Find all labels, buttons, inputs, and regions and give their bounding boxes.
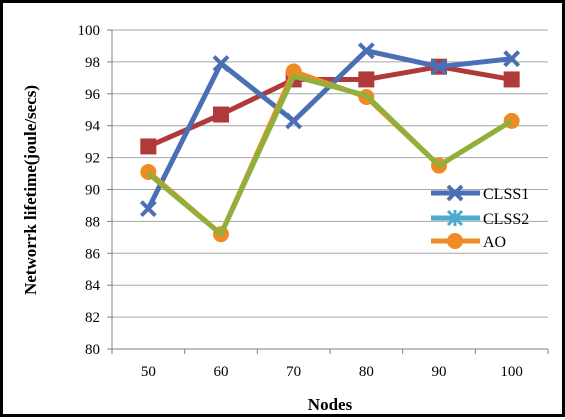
series-unlabeled-4	[146, 73, 513, 237]
data-point	[358, 71, 375, 88]
axes	[107, 29, 549, 354]
x-marker-stroke	[446, 184, 464, 202]
tick-labels: 80 82 84 86 88 90 92 94 96 98 100 50 60 70 80 90 100	[78, 23, 523, 380]
y-tick-label: 80	[85, 342, 100, 358]
y-tick-label: 90	[85, 183, 100, 199]
series-layer	[139, 42, 521, 243]
legend-entry-ao: AO	[431, 233, 506, 251]
legend-swatch-marker	[446, 184, 464, 202]
x-tick-label: 60	[214, 364, 229, 380]
x-tick-label: 90	[432, 364, 447, 380]
data-point	[213, 106, 229, 123]
data-point	[430, 58, 448, 76]
y-tick-label: 96	[85, 87, 101, 103]
data-point	[212, 55, 230, 72]
y-tick-label: 88	[85, 214, 100, 230]
x-marker-stroke	[139, 200, 157, 218]
legend-entry-clss1: CLSS1	[431, 184, 529, 203]
data-point	[140, 138, 157, 155]
data-point	[503, 50, 521, 68]
data-point	[503, 71, 520, 88]
series-line	[146, 48, 512, 210]
legend: CLSS1 CLSS2 AO	[431, 184, 529, 251]
y-tick-label: 86	[85, 246, 101, 262]
data-point	[139, 200, 157, 218]
x-tick-label: 80	[359, 364, 374, 380]
legend-label: AO	[483, 234, 506, 251]
x-axis-title: Nodes	[308, 395, 353, 414]
series-line	[147, 64, 513, 149]
x-marker-stroke	[285, 112, 303, 130]
legend-label: CLSS2	[483, 211, 529, 228]
data-point	[357, 42, 375, 60]
x-marker-stroke	[430, 58, 448, 76]
y-tick-label: 82	[85, 310, 100, 326]
y-tick-label: 98	[85, 55, 100, 71]
y-tick-label: 92	[85, 151, 100, 167]
data-point	[285, 112, 303, 130]
line-chart: 80 82 84 86 88 90 92 94 96 98 100 50 60 70 80 90 100 Nod…	[21, 23, 549, 414]
x-marker-stroke	[357, 42, 375, 60]
x-tick-label: 100	[500, 364, 523, 380]
y-tick-label: 84	[85, 278, 101, 294]
series-line	[146, 73, 513, 237]
legend-entry-clss2: CLSS2	[431, 209, 529, 228]
x-marker-stroke	[503, 50, 521, 68]
y-axis-title: Networrk lifetime(joule/secs)	[21, 85, 40, 295]
x-tick-label: 70	[286, 364, 301, 380]
legend-swatch-marker	[447, 233, 463, 249]
x-tick-label: 50	[141, 364, 156, 380]
y-tick-label: 100	[78, 23, 101, 39]
y-tick-label: 94	[85, 119, 101, 135]
legend-label: CLSS1	[483, 186, 529, 203]
legend-swatch-marker	[446, 209, 464, 227]
x-marker-stroke	[212, 55, 230, 72]
